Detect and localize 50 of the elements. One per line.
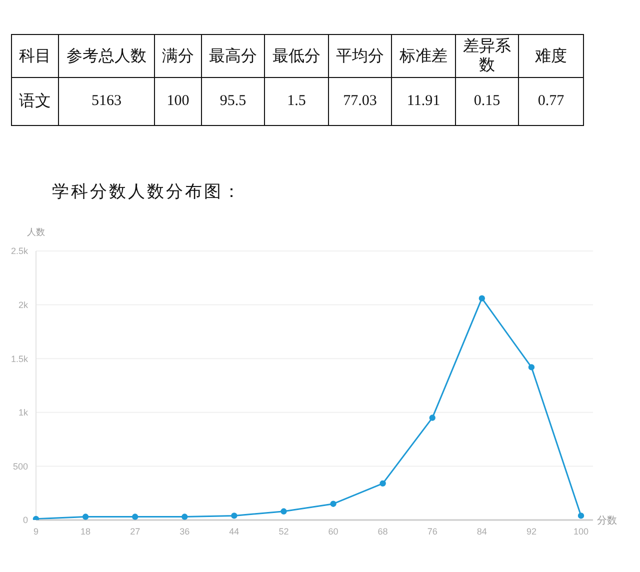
x-tick-label: 平均分: [336, 48, 384, 64]
x-tick-label: 100: [573, 526, 589, 536]
x-tick-label: 差异系数: [463, 38, 511, 74]
y-tick-label: 2.5k: [10, 246, 28, 256]
data-label: 11.91: [392, 78, 456, 126]
x-tick-label: 52: [278, 526, 289, 536]
y-tick-label: 1k: [18, 408, 28, 418]
x-axis-title: 分数: [597, 514, 617, 527]
point: [380, 480, 386, 487]
point: [330, 500, 336, 507]
x-tick-label: 9: [33, 526, 39, 536]
x-tick-label: 参考总人数: [66, 48, 146, 64]
x-tick-label: 最高分: [209, 48, 257, 64]
x-tick-label: 68: [378, 526, 388, 536]
y-tick-label: 2k: [18, 300, 28, 310]
point: [132, 514, 138, 520]
x-tick-label: 84: [476, 526, 487, 536]
data-label: 0.77: [518, 78, 584, 126]
y-tick-label: 500: [12, 461, 28, 472]
x-tick-label: 标准差: [400, 48, 448, 64]
x-tick-label: 18: [80, 526, 91, 536]
x-tick-label: 最低分: [272, 48, 320, 64]
point: [280, 508, 287, 514]
data-label: 5163: [58, 78, 154, 126]
data-label: 95.5: [202, 78, 264, 126]
data-label: 77.03: [328, 78, 392, 126]
x-tick-label: 92: [526, 526, 536, 536]
x-tick-label: 满分: [162, 48, 194, 64]
data-label: 100: [154, 78, 202, 126]
x-tick-label: 60: [328, 526, 338, 536]
x-tick-label: 44: [229, 526, 240, 536]
x-tick-label: 难度: [535, 48, 567, 64]
x-tick-label: 76: [427, 526, 438, 536]
point: [528, 364, 535, 370]
y-tick-label: 0: [22, 515, 28, 526]
point: [578, 512, 584, 519]
data-label: 1.5: [264, 78, 328, 126]
point: [231, 512, 238, 519]
y-axis-title: 人数: [27, 227, 45, 237]
x-tick-label: 36: [180, 526, 190, 536]
point: [429, 414, 436, 421]
point: [82, 514, 89, 520]
x-tick-label: 27: [130, 526, 140, 536]
y-tick-label: 1.5k: [10, 354, 28, 364]
point: [478, 295, 486, 302]
chart-title: 学科分数人数分布图：: [52, 181, 242, 203]
y-tick-label: 语文: [19, 93, 51, 110]
data-label: 0.15: [456, 78, 518, 126]
point: [182, 514, 188, 520]
y-axis-title: 科目: [19, 48, 51, 64]
